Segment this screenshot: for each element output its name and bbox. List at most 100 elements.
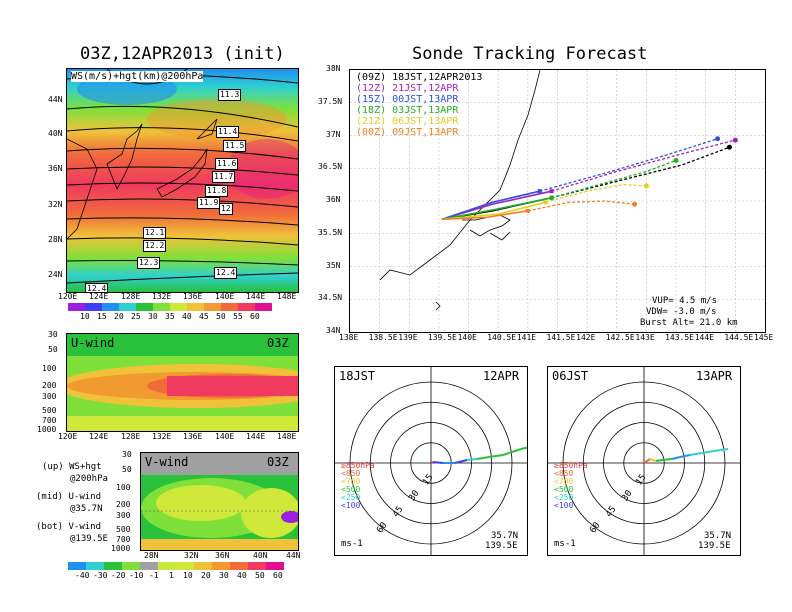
hodograph-trace: [454, 459, 468, 464]
hodograph-trace: [671, 456, 681, 460]
ws-map-field: [67, 69, 298, 292]
contour-label: 12.2: [143, 240, 167, 252]
hodograph-panel: 06JST 13APR ≥850hPa <850 <700 <500 <250 <100 ms-…: [547, 366, 741, 556]
legend-entry: (21Z) 06JST,13APR: [356, 116, 458, 127]
lat-tick: 28N: [144, 551, 159, 560]
colorbar-tick: 1: [169, 571, 174, 580]
colorbar-tick: 30: [148, 312, 158, 321]
lat-tick: 32N: [184, 551, 199, 560]
contour-label: 12: [219, 203, 233, 215]
p-tick: 100: [116, 483, 131, 492]
hodograph-level: <700: [341, 477, 361, 486]
p-tick: 300: [116, 511, 131, 520]
u-wind-panel: U-wind 03Z: [66, 333, 299, 432]
colorbar-tick: 55: [233, 312, 243, 321]
legend-entry: (00Z) 09JST,13APR: [356, 127, 458, 138]
hodograph-level: <500: [554, 485, 574, 494]
lat-tick: 36N: [48, 164, 63, 173]
colorbar-tick: 10: [80, 312, 90, 321]
lat-tick: 37.5N: [318, 96, 343, 106]
lat-tick: 34N: [326, 326, 341, 335]
colorbar-tick: 30: [219, 571, 229, 580]
lon-tick: 120E: [58, 432, 78, 441]
track-series-dashed: [551, 139, 736, 192]
hodograph-trace: [701, 450, 715, 454]
colorbar-tick: -10: [129, 571, 144, 580]
hodograph-trace: [432, 461, 444, 464]
colorbar-tick: -20: [111, 571, 126, 580]
colorbar-tick: -40: [75, 571, 90, 580]
track-marker: [543, 200, 548, 205]
hodograph-level: <100: [554, 501, 574, 510]
lon-tick: 124E: [89, 292, 109, 301]
lat-tick: 38N: [326, 64, 341, 73]
v-panel-time: 03Z: [267, 455, 289, 469]
colorbar-tick: 45: [199, 312, 209, 321]
lon-tick: 140E: [215, 432, 235, 441]
hodograph-level: <850: [554, 469, 574, 478]
hodograph-date: 13APR: [696, 369, 733, 383]
u-panel-time: 03Z: [267, 336, 289, 350]
track-series-solid: [441, 210, 528, 221]
track-series-dashed: [551, 159, 677, 199]
lon-tick: 128E: [121, 432, 141, 441]
track-series-solid: [441, 190, 540, 221]
legend-time: 21JST,12APR: [392, 83, 459, 94]
track-endpoint: [643, 183, 649, 189]
hodograph-trace: [520, 446, 527, 450]
lon-tick: 143.5E: [665, 333, 694, 342]
hodograph-trace: [661, 458, 673, 461]
ws-colorbar: [68, 303, 272, 311]
colorbar-tick: 60: [273, 571, 283, 580]
note-mid-line2: @35.7N: [70, 504, 103, 514]
lon-tick: 144E: [694, 333, 714, 342]
lat-tick: 35N: [326, 260, 341, 270]
hodograph-panel: 18JST 12APR ≥850hPa <850 <700 <500 <250 <100 ms-…: [334, 366, 528, 556]
hodograph-trace: [502, 448, 522, 456]
lat-tick: 40N: [253, 551, 268, 560]
hodograph-lon: 139.5E: [698, 541, 731, 551]
legend-time: 06JST,13APR: [392, 116, 459, 127]
track-series-dashed: [545, 183, 647, 203]
colorbar-tick: 50: [216, 312, 226, 321]
legend-code: (12Z): [356, 83, 393, 94]
hodograph-level: <700: [554, 477, 574, 486]
track-plot: [350, 70, 765, 332]
hodograph-trace: [713, 448, 729, 452]
left-title: 03Z,12APR2013 (init): [80, 44, 285, 64]
lon-tick: 132E: [152, 432, 172, 441]
legend-entry: (15Z) 00JST,13APR: [356, 94, 458, 105]
legend-entry: (09Z) 18JST,12APR2013: [356, 72, 482, 83]
colorbar-tick: 40: [237, 571, 247, 580]
legend-time: 00JST,13APR: [392, 94, 459, 105]
p-tick: 700: [42, 416, 57, 425]
lat-tick: 34.5N: [318, 293, 343, 303]
contour-label: 11.8: [205, 185, 229, 197]
u-wind-field: [67, 334, 298, 431]
lat-tick: 44N: [48, 95, 63, 104]
lon-tick: 136E: [183, 292, 203, 301]
hodograph-level: <100: [341, 501, 361, 510]
legend-code: (00Z): [356, 127, 393, 138]
lat-tick: 32N: [48, 200, 63, 209]
colorbar-tick: 60: [250, 312, 260, 321]
track-endpoint: [726, 144, 732, 150]
lon-tick: 139.5E: [427, 333, 457, 342]
legend-time: 09JST,13APR: [392, 127, 459, 138]
hodograph-unit: ms-1: [554, 539, 576, 549]
hodograph-lat: 35.7N: [704, 531, 732, 541]
track-marker: [525, 208, 530, 213]
right-title: Sonde Tracking Forecast: [412, 44, 648, 64]
note-mid-line1: (mid) U-wind: [36, 492, 102, 502]
lon-tick: 120E: [58, 292, 78, 301]
lon-tick: 141.5E: [546, 333, 576, 342]
legend-code: (21Z): [356, 116, 393, 127]
track-endpoint: [673, 157, 679, 163]
hodograph-date: 12APR: [483, 369, 520, 383]
param-vup: VUP= 4.5 m/s: [652, 296, 718, 306]
note-up-line2: @200hPa: [70, 474, 108, 484]
hodograph-trace: [466, 458, 478, 461]
track-endpoint: [732, 137, 738, 143]
track-series-dashed: [551, 146, 730, 199]
ws-panel-label: WS(m/s)+hgt(km)@200hPa: [71, 71, 204, 82]
